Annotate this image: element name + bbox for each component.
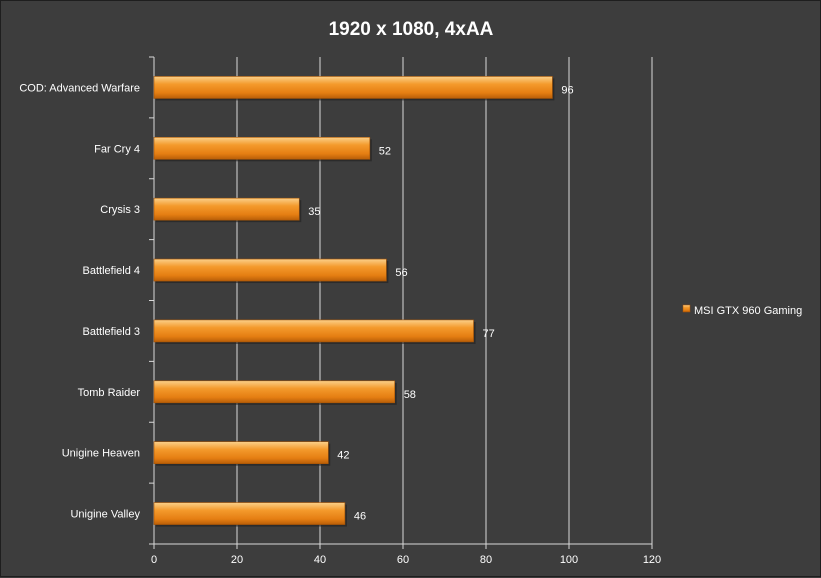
category-label: Far Cry 4 — [94, 143, 140, 155]
data-label: 56 — [395, 267, 407, 279]
category-label: Crysis 3 — [100, 204, 140, 216]
category-label: Unigine Heaven — [62, 448, 140, 460]
category-label: Battlefield 4 — [83, 265, 140, 277]
x-tick-label: 40 — [314, 554, 326, 566]
bar — [153, 502, 346, 525]
data-label: 96 — [561, 84, 573, 96]
category-label: Battlefield 3 — [83, 326, 140, 338]
chart-title: 1920 x 1080, 4xAA — [329, 19, 494, 40]
x-tick-label: 80 — [480, 554, 492, 566]
legend-swatch — [682, 304, 691, 313]
data-label: 42 — [337, 450, 349, 462]
data-label: 77 — [483, 328, 495, 340]
bar — [153, 258, 387, 282]
x-tick-label: 120 — [643, 554, 661, 566]
legend: MSI GTX 960 Gaming — [682, 304, 802, 317]
data-label: 35 — [308, 206, 320, 218]
bars-layer — [153, 76, 555, 527]
category-label: Unigine Valley — [70, 509, 140, 521]
bar — [153, 319, 474, 343]
bar — [153, 380, 395, 404]
bar — [153, 197, 300, 221]
category-label: COD: Advanced Warfare — [19, 82, 140, 94]
category-label: Tomb Raider — [78, 387, 141, 399]
labels-layer: 0 20 40 60 80 100 120 COD: Advanced Warfare 96 Fa… — [19, 82, 661, 566]
bar — [153, 441, 329, 464]
x-tick-label: 100 — [560, 554, 578, 566]
x-tick-label: 60 — [397, 554, 409, 566]
x-tick-label: 0 — [151, 554, 157, 566]
legend-label: MSI GTX 960 Gaming — [694, 305, 802, 317]
grid-layer — [149, 56, 653, 549]
x-tick-label: 20 — [231, 554, 243, 566]
data-label: 46 — [354, 511, 366, 523]
data-label: 58 — [404, 389, 416, 401]
data-label: 52 — [379, 145, 391, 157]
bar — [153, 137, 371, 160]
bar — [153, 76, 553, 99]
